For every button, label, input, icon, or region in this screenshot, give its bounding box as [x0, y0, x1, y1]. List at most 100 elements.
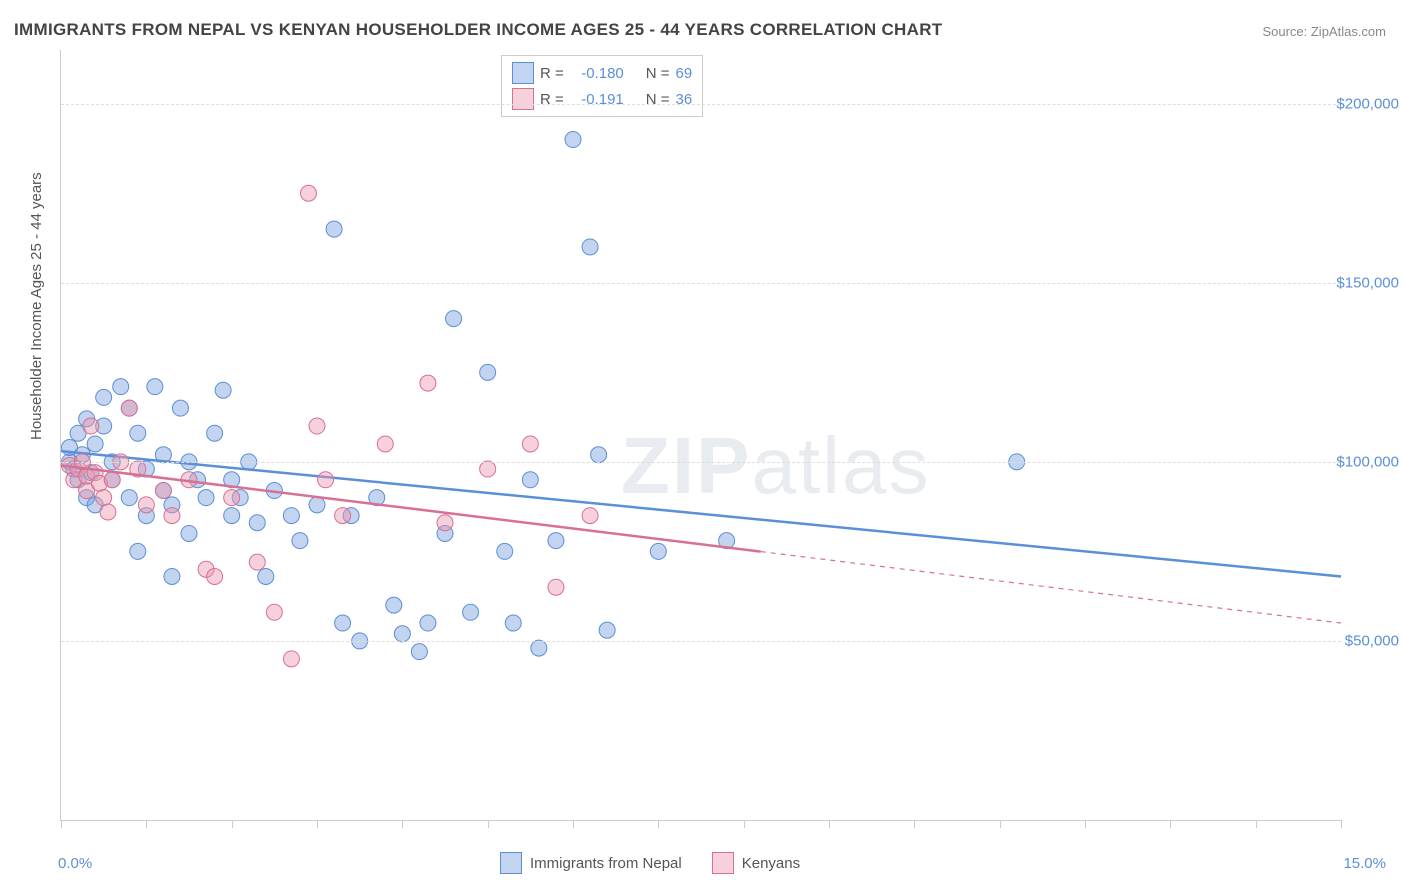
- data-point: [591, 447, 607, 463]
- x-tick: [146, 820, 147, 828]
- source-attribution: Source: ZipAtlas.com: [1262, 24, 1386, 39]
- data-point: [100, 504, 116, 520]
- data-point: [650, 543, 666, 559]
- data-point: [181, 525, 197, 541]
- data-point: [104, 472, 120, 488]
- x-tick: [1085, 820, 1086, 828]
- x-axis-max-label: 15.0%: [1343, 855, 1386, 872]
- x-tick: [1170, 820, 1171, 828]
- legend-series-label: Immigrants from Nepal: [530, 855, 682, 872]
- legend-r-value: -0.191: [570, 91, 624, 108]
- data-point: [420, 375, 436, 391]
- data-point: [582, 239, 598, 255]
- data-point: [283, 508, 299, 524]
- data-point: [497, 543, 513, 559]
- data-point: [96, 389, 112, 405]
- data-point: [130, 425, 146, 441]
- data-point: [480, 461, 496, 477]
- gridline: [61, 641, 1341, 642]
- x-tick: [61, 820, 62, 828]
- data-point: [309, 497, 325, 513]
- legend-n-value: 36: [676, 91, 693, 108]
- legend-swatch: [512, 62, 534, 84]
- data-point: [548, 579, 564, 595]
- data-point: [249, 554, 265, 570]
- data-point: [300, 185, 316, 201]
- data-point: [420, 615, 436, 631]
- legend-swatch: [712, 852, 734, 874]
- legend-swatch: [512, 88, 534, 110]
- data-point: [83, 418, 99, 434]
- legend-n-label: N =: [646, 91, 670, 108]
- data-point: [394, 626, 410, 642]
- x-tick: [744, 820, 745, 828]
- y-tick-label: $200,000: [1336, 95, 1399, 112]
- legend-swatch: [500, 852, 522, 874]
- x-tick: [402, 820, 403, 828]
- data-point: [164, 508, 180, 524]
- data-point: [335, 615, 351, 631]
- scatter-svg: [61, 50, 1341, 820]
- y-tick-label: $150,000: [1336, 274, 1399, 291]
- legend-row: R = -0.191 N = 36: [512, 86, 692, 112]
- series-legend: Immigrants from Nepal Kenyans: [500, 852, 800, 874]
- data-point: [130, 543, 146, 559]
- y-axis-title: Householder Income Ages 25 - 44 years: [28, 172, 45, 440]
- data-point: [386, 597, 402, 613]
- data-point: [531, 640, 547, 656]
- data-point: [437, 515, 453, 531]
- data-point: [548, 533, 564, 549]
- x-tick: [914, 820, 915, 828]
- data-point: [164, 568, 180, 584]
- data-point: [377, 436, 393, 452]
- data-point: [599, 622, 615, 638]
- x-tick: [488, 820, 489, 828]
- data-point: [335, 508, 351, 524]
- data-point: [480, 364, 496, 380]
- data-point: [207, 425, 223, 441]
- legend-series-item: Immigrants from Nepal: [500, 852, 682, 874]
- legend-series-label: Kenyans: [742, 855, 800, 872]
- data-point: [147, 379, 163, 395]
- data-point: [463, 604, 479, 620]
- data-point: [258, 568, 274, 584]
- x-tick: [317, 820, 318, 828]
- data-point: [565, 132, 581, 148]
- data-point: [198, 490, 214, 506]
- legend-series-item: Kenyans: [712, 852, 800, 874]
- x-tick: [232, 820, 233, 828]
- chart-plot-area: ZIPatlas R =-0.180N =69R =-0.191N =36 $5…: [60, 50, 1341, 821]
- gridline: [61, 104, 1341, 105]
- data-point: [224, 490, 240, 506]
- data-point: [309, 418, 325, 434]
- correlation-legend: R =-0.180N =69R =-0.191N =36: [501, 55, 703, 117]
- gridline: [61, 283, 1341, 284]
- data-point: [224, 508, 240, 524]
- data-point: [522, 472, 538, 488]
- data-point: [215, 382, 231, 398]
- legend-r-label: R =: [540, 91, 564, 108]
- x-tick: [829, 820, 830, 828]
- data-point: [87, 436, 103, 452]
- legend-r-value: -0.180: [570, 65, 624, 82]
- data-point: [266, 604, 282, 620]
- legend-n-label: N =: [646, 65, 670, 82]
- x-tick: [1000, 820, 1001, 828]
- data-point: [96, 490, 112, 506]
- data-point: [522, 436, 538, 452]
- x-tick: [573, 820, 574, 828]
- source-link[interactable]: ZipAtlas.com: [1311, 24, 1386, 39]
- data-point: [172, 400, 188, 416]
- data-point: [155, 483, 171, 499]
- data-point: [411, 644, 427, 660]
- data-point: [121, 490, 137, 506]
- data-point: [318, 472, 334, 488]
- chart-title: IMMIGRANTS FROM NEPAL VS KENYAN HOUSEHOL…: [14, 20, 942, 40]
- data-point: [292, 533, 308, 549]
- data-point: [249, 515, 265, 531]
- x-tick: [1341, 820, 1342, 828]
- data-point: [446, 311, 462, 327]
- x-tick: [658, 820, 659, 828]
- data-point: [113, 379, 129, 395]
- data-point: [582, 508, 598, 524]
